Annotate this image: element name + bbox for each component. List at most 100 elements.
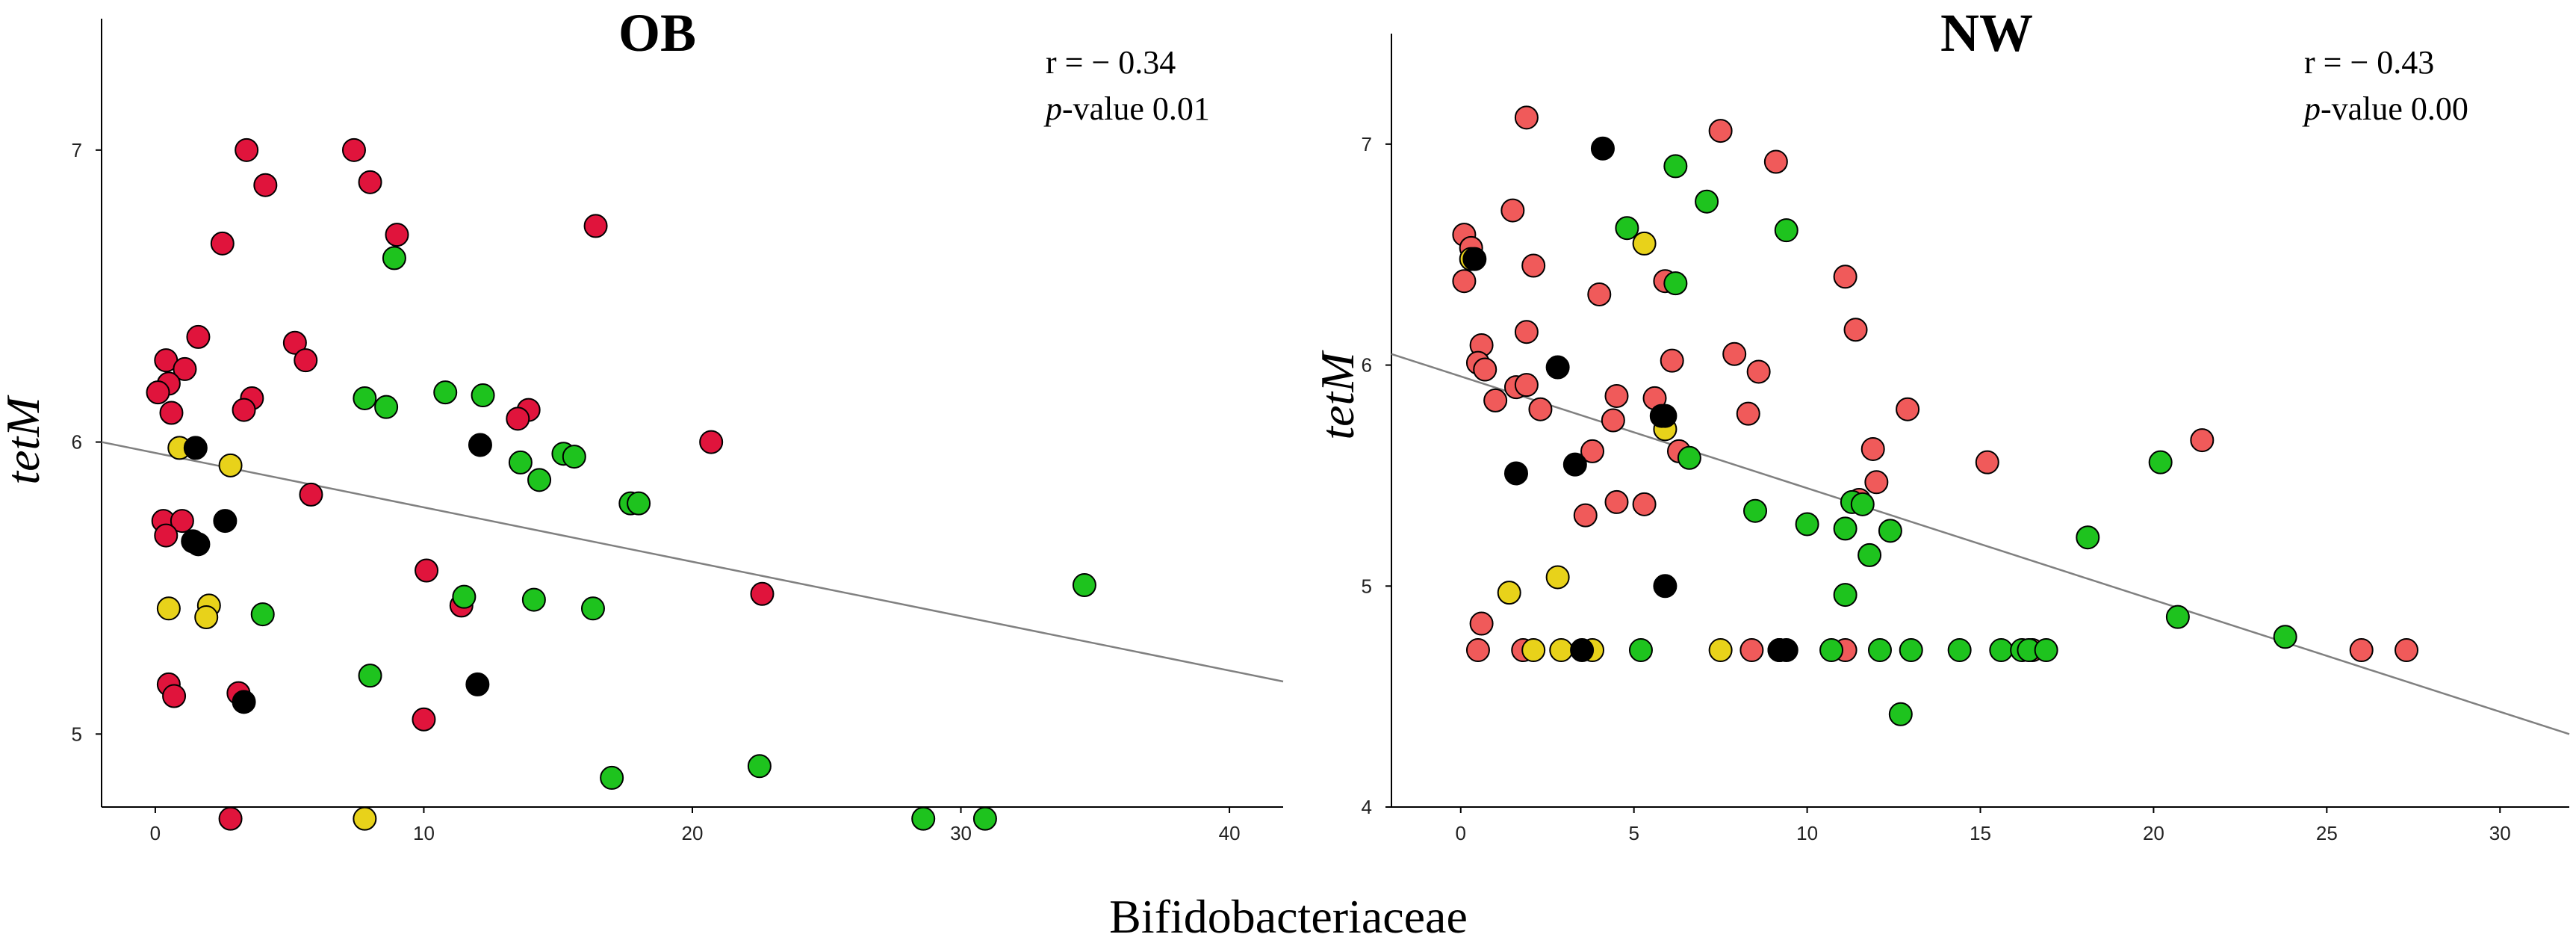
nw-point-green <box>1743 498 1768 523</box>
ob-point-yellow <box>156 596 181 621</box>
ob-point-green <box>353 386 377 410</box>
nw-point-green <box>1795 512 1819 537</box>
nw-point-red <box>1528 397 1553 421</box>
nw-point-black <box>1503 461 1528 486</box>
ob-point-black <box>213 509 238 534</box>
nw-point-red <box>1739 638 1764 663</box>
ob-point-green <box>580 596 605 621</box>
ob-x-tick-label: 10 <box>413 822 435 844</box>
nw-x-tick-label: 30 <box>2489 822 2511 844</box>
ob-point-red <box>154 523 179 548</box>
ob-point-black <box>183 436 208 460</box>
ob-y-tick-label: 6 <box>72 431 82 454</box>
nw-x-tick-label: 0 <box>1456 822 1466 844</box>
nw-y-axis-label: tetM <box>1311 350 1364 440</box>
nw-point-black <box>1570 638 1595 663</box>
ob-x-tick-label: 30 <box>950 822 972 844</box>
ob-point-red <box>170 509 194 534</box>
ob-point-yellow <box>353 806 377 831</box>
nw-point-black <box>1590 136 1615 161</box>
ob-point-red <box>235 137 259 162</box>
nw-point-green <box>1867 638 1892 663</box>
nw-point-red <box>1864 470 1889 495</box>
nw-point-red <box>1632 492 1657 516</box>
ob-point-red <box>210 231 235 256</box>
nw-point-black <box>1653 404 1677 428</box>
ob-point-red <box>412 707 436 732</box>
ob-point-red <box>253 173 278 197</box>
nw-point-red <box>1660 348 1684 373</box>
nw-point-yellow <box>1549 638 1574 663</box>
nw-point-black <box>1653 574 1677 599</box>
nw-point-red <box>1514 373 1539 398</box>
nw-point-black <box>1562 452 1587 477</box>
nw-point-red <box>1708 119 1733 143</box>
nw-point-red <box>1521 253 1546 278</box>
nw-point-green <box>1833 516 1857 541</box>
nw-point-green <box>1628 638 1653 663</box>
ob-point-green <box>527 468 552 492</box>
nw-point-yellow <box>1545 565 1570 590</box>
nw-point-green <box>1857 542 1882 567</box>
nw-point-green <box>2034 638 2058 663</box>
ob-panel: OB r = − 0.34 p-value 0.01 tetM 0 10 20 30 4… <box>0 3 1284 844</box>
nw-point-red <box>1722 341 1747 366</box>
ob-point-green <box>627 491 651 516</box>
nw-point-red <box>1860 436 1885 461</box>
ob-point-red <box>415 558 439 583</box>
ob-point-black <box>186 532 211 557</box>
nw-point-black <box>1545 355 1570 380</box>
nw-p-value: -value 0.00 <box>2321 90 2468 127</box>
ob-point-green <box>600 765 624 790</box>
ob-point-green <box>433 380 458 405</box>
ob-point-red <box>506 407 530 431</box>
nw-point-green <box>2148 450 2173 474</box>
nw-point-green <box>1695 189 1719 214</box>
ob-point-red <box>699 430 724 454</box>
nw-point-red <box>2190 428 2215 453</box>
nw-point-green <box>1899 638 1923 663</box>
nw-point-red <box>2349 638 2374 663</box>
ob-x-tick-label: 20 <box>682 822 704 844</box>
ob-point-green <box>471 383 495 408</box>
ob-point-red <box>299 482 323 507</box>
nw-point-red <box>1975 450 1999 474</box>
ob-point-green <box>508 450 533 474</box>
ob-point-green <box>250 602 275 627</box>
ob-y-tick-label: 7 <box>72 139 82 161</box>
ob-point-yellow <box>218 453 243 477</box>
nw-point-red <box>1469 611 1494 636</box>
nw-point-yellow <box>1497 581 1521 605</box>
nw-point-red <box>1833 265 1857 289</box>
ob-point-red <box>186 324 211 349</box>
ob-point-green <box>374 395 399 419</box>
nw-point-green <box>1850 492 1875 516</box>
nw-point-green <box>1833 583 1857 608</box>
ob-p-label: p <box>1043 90 1062 127</box>
ob-x-tick-label: 0 <box>150 822 161 844</box>
nw-point-red <box>1746 359 1771 384</box>
nw-point-red <box>1896 397 1920 421</box>
nw-p-label: p <box>2302 90 2321 127</box>
ob-point-red <box>358 170 382 194</box>
ob-point-red <box>232 398 256 422</box>
nw-point-red <box>1514 320 1539 344</box>
ob-point-green <box>747 754 772 779</box>
ob-point-red <box>282 330 307 355</box>
nw-point-green <box>1878 519 1902 543</box>
nw-point-green <box>1989 638 2014 663</box>
ob-point-black <box>232 690 256 714</box>
nw-point-red <box>1500 198 1525 223</box>
ob-point-black <box>468 433 492 457</box>
nw-point-black <box>1462 247 1487 271</box>
ob-point-red <box>173 356 197 381</box>
ob-point-red <box>385 223 409 247</box>
nw-panel: NW r = − 0.43 p-value 0.00 tetM 0 5 10 15 20… <box>1311 3 2570 844</box>
ob-p-value-line: p-value 0.01 <box>1043 90 1210 127</box>
nw-point-green <box>1615 216 1639 241</box>
ob-point-green <box>521 587 546 612</box>
nw-r-value: r = − 0.43 <box>2304 44 2434 81</box>
ob-point-red <box>341 137 366 162</box>
nw-point-green <box>1774 218 1798 243</box>
